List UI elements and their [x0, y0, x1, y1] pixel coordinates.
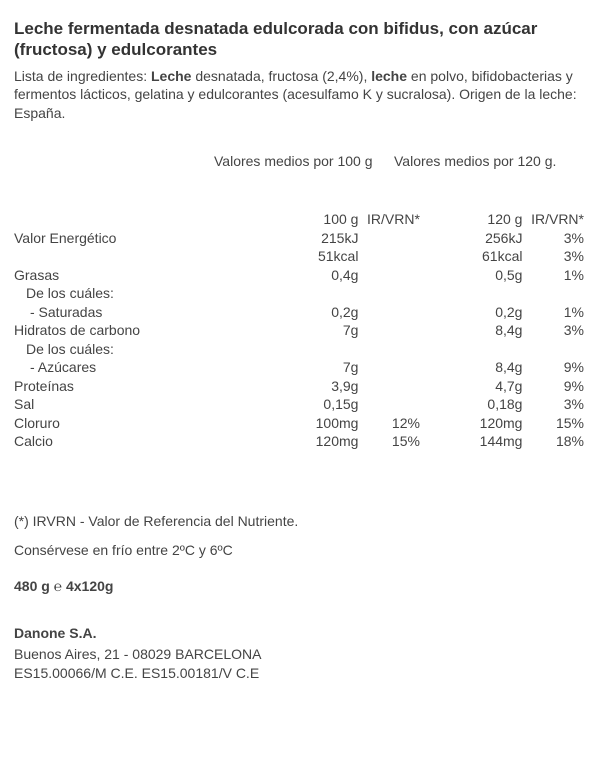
row-ref-120: 9%	[522, 359, 584, 378]
column-headers: Valores medios por 100 g Valores medios …	[14, 153, 584, 169]
company-address: Buenos Aires, 21 - 08029 BARCELONA	[14, 645, 584, 664]
row-ref-120: 15%	[522, 415, 584, 434]
row-label: De los cuáles:	[14, 285, 256, 304]
subheader-120g: 120 g	[420, 211, 523, 230]
table-row: - Azúcares 7g 8,4g 9%	[14, 359, 584, 378]
row-value-120: 4,7g	[420, 378, 523, 397]
table-row: - Saturadas 0,2g 0,2g 1%	[14, 304, 584, 323]
row-label: Proteínas	[14, 378, 256, 397]
row-value-100: 0,15g	[256, 396, 359, 415]
row-value-100: 0,2g	[256, 304, 359, 323]
row-value-100: 3,9g	[256, 378, 359, 397]
row-ref-120: 3%	[522, 230, 584, 249]
nutrition-label: Leche fermentada desnatada edulcorada co…	[0, 0, 600, 703]
row-label: Sal	[14, 396, 256, 415]
row-label: Calcio	[14, 433, 256, 452]
row-ref-120: 9%	[522, 378, 584, 397]
row-label: - Saturadas	[14, 304, 256, 323]
row-label: De los cuáles:	[14, 341, 256, 360]
irvrn-footnote: (*) IRVRN - Valor de Referencia del Nutr…	[14, 512, 584, 531]
table-row: Valor Energético 215kJ 256kJ 3%	[14, 230, 584, 249]
row-value-100: 7g	[256, 322, 359, 341]
row-ref-120: 18%	[522, 433, 584, 452]
row-ref-120: 3%	[522, 396, 584, 415]
storage-instructions: Consérvese en frío entre 2ºC y 6ºC	[14, 541, 584, 560]
ingredients-text: Lista de ingredientes: Leche desnatada, …	[14, 67, 584, 124]
row-ref-100	[358, 322, 420, 341]
row-ref-120: 3%	[522, 322, 584, 341]
row-value-100: 100mg	[256, 415, 359, 434]
company-name: Danone S.A.	[14, 624, 584, 643]
ingredients-bold-1: Leche	[151, 68, 191, 84]
table-row: Calcio 120mg 15% 144mg 18%	[14, 433, 584, 452]
row-value-100: 120mg	[256, 433, 359, 452]
net-weight: 480 g ℮ 4x120g	[14, 577, 584, 596]
row-value-100: 0,4g	[256, 267, 359, 286]
row-value-100: 51kcal	[256, 248, 359, 267]
row-ref-100: 12%	[358, 415, 420, 434]
subheader-100g: 100 g	[256, 211, 359, 230]
table-row: Grasas 0,4g 0,5g 1%	[14, 267, 584, 286]
table-row: Cloruro 100mg 12% 120mg 15%	[14, 415, 584, 434]
row-value-120: 61kcal	[420, 248, 523, 267]
table-row: Proteínas 3,9g 4,7g 9%	[14, 378, 584, 397]
row-ref-100	[358, 267, 420, 286]
row-value-120: 256kJ	[420, 230, 523, 249]
table-subheader-row: 100 g IR/VRN* 120 g IR/VRN*	[14, 211, 584, 230]
table-row: De los cuáles:	[14, 341, 584, 360]
row-label: Valor Energético	[14, 230, 256, 249]
row-ref-100	[358, 396, 420, 415]
row-value-120: 8,4g	[420, 359, 523, 378]
ingredients-text-1: desnatada, fructosa (2,4%),	[191, 68, 371, 84]
row-ref-100	[358, 304, 420, 323]
row-value-100: 215kJ	[256, 230, 359, 249]
subheader-irvrn-1: IR/VRN*	[358, 211, 420, 230]
row-label	[14, 248, 256, 267]
row-ref-100	[358, 378, 420, 397]
table-row: De los cuáles:	[14, 285, 584, 304]
ingredients-prefix: Lista de ingredientes:	[14, 68, 151, 84]
row-label: Grasas	[14, 267, 256, 286]
col-header-120g: Valores medios por 120 g.	[394, 153, 574, 169]
row-ref-100	[358, 359, 420, 378]
row-value-120: 0,18g	[420, 396, 523, 415]
row-ref-120: 1%	[522, 267, 584, 286]
col-header-100g: Valores medios por 100 g	[214, 153, 394, 169]
row-label: Hidratos de carbono	[14, 322, 256, 341]
company-codes: ES15.00066/M C.E. ES15.00181/V C.E	[14, 664, 584, 683]
ingredients-bold-2: leche	[371, 68, 407, 84]
row-ref-100	[358, 248, 420, 267]
company-block: Danone S.A. Buenos Aires, 21 - 08029 BAR…	[14, 624, 584, 683]
table-row: Sal 0,15g 0,18g 3%	[14, 396, 584, 415]
subheader-irvrn-2: IR/VRN*	[522, 211, 584, 230]
table-row: 51kcal 61kcal 3%	[14, 248, 584, 267]
row-value-120: 8,4g	[420, 322, 523, 341]
row-value-120: 120mg	[420, 415, 523, 434]
table-row: Hidratos de carbono 7g 8,4g 3%	[14, 322, 584, 341]
row-value-120: 0,5g	[420, 267, 523, 286]
nutrition-table: 100 g IR/VRN* 120 g IR/VRN* Valor Energé…	[14, 211, 584, 452]
row-value-100: 7g	[256, 359, 359, 378]
row-label: - Azúcares	[14, 359, 256, 378]
row-ref-100	[358, 230, 420, 249]
row-value-120: 0,2g	[420, 304, 523, 323]
row-value-120: 144mg	[420, 433, 523, 452]
row-ref-100: 15%	[358, 433, 420, 452]
product-title: Leche fermentada desnatada edulcorada co…	[14, 18, 584, 61]
row-ref-120: 1%	[522, 304, 584, 323]
row-label: Cloruro	[14, 415, 256, 434]
row-ref-120: 3%	[522, 248, 584, 267]
